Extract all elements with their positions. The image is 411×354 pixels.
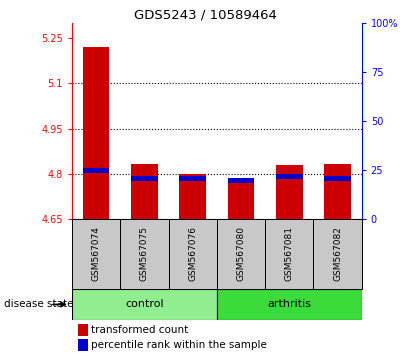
Bar [314,219,362,289]
Bar [217,219,265,289]
Bar [78,324,88,336]
Bar [217,289,362,320]
Text: percentile rank within the sample: percentile rank within the sample [91,340,267,350]
Bar [120,219,169,289]
Bar [78,339,88,351]
Bar [324,176,351,181]
Text: transformed count: transformed count [91,325,188,335]
Bar [265,219,314,289]
Text: GSM567074: GSM567074 [92,227,101,281]
Bar [169,219,217,289]
Bar [276,165,302,219]
Bar [228,182,254,219]
Text: GSM567076: GSM567076 [188,227,197,281]
Bar [179,174,206,219]
Text: arthritis: arthritis [267,299,311,309]
Bar [83,47,109,219]
Bar [228,178,254,183]
Text: GSM567081: GSM567081 [285,227,294,281]
Bar [72,289,217,320]
Text: GSM567080: GSM567080 [236,227,245,281]
Bar [131,176,158,181]
Bar [324,164,351,219]
Text: GSM567082: GSM567082 [333,227,342,281]
Bar [83,168,109,173]
Bar [72,219,120,289]
Bar [179,176,206,181]
Bar [131,164,158,219]
Text: GSM567075: GSM567075 [140,227,149,281]
Text: GDS5243 / 10589464: GDS5243 / 10589464 [134,9,277,22]
Text: disease state: disease state [4,299,74,309]
Text: control: control [125,299,164,309]
Bar [276,174,302,179]
